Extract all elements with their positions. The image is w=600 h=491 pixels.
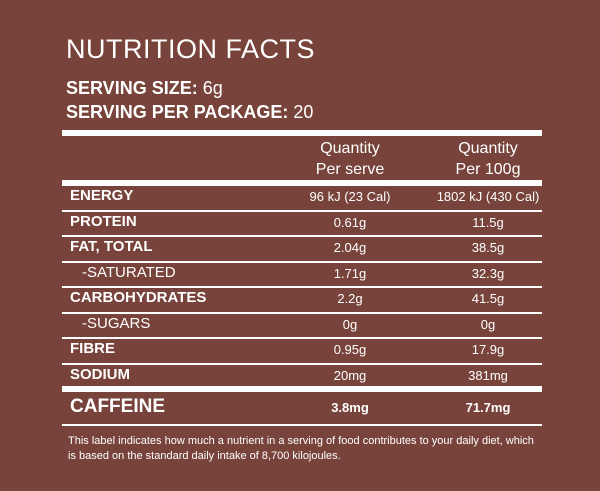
row-divider bbox=[62, 312, 542, 314]
header-divider bbox=[62, 180, 542, 186]
caffeine-per-100g: 71.7mg bbox=[428, 400, 548, 415]
row-per-serve-value: 0.95g bbox=[300, 342, 400, 357]
column-header-per-100g-line1: Quantity bbox=[428, 138, 548, 159]
column-header-per-100g-line2: Per 100g bbox=[428, 159, 548, 180]
row-per-100g-value: 41.5g bbox=[428, 291, 548, 306]
column-header-per-serve-line2: Per serve bbox=[300, 159, 400, 180]
row-per-serve-value: 2.2g bbox=[300, 291, 400, 306]
row-divider bbox=[62, 363, 542, 365]
row-per-serve-value: 1.71g bbox=[300, 266, 400, 281]
row-per-100g-value: 1802 kJ (430 Cal) bbox=[428, 189, 548, 204]
row-per-100g-value: 17.9g bbox=[428, 342, 548, 357]
row-per-100g-value: 38.5g bbox=[428, 240, 548, 255]
column-header-per-100g: Quantity Per 100g bbox=[428, 138, 548, 180]
row-label: SODIUM bbox=[70, 366, 130, 383]
row-divider bbox=[62, 337, 542, 339]
serving-per-package-label: SERVING PER PACKAGE: bbox=[66, 102, 288, 122]
footnote-divider bbox=[62, 424, 542, 426]
row-per-100g-value: 0g bbox=[428, 317, 548, 332]
row-per-100g-value: 11.5g bbox=[428, 215, 548, 230]
serving-size-label: SERVING SIZE: bbox=[66, 78, 198, 98]
serving-size: SERVING SIZE: 6g bbox=[66, 78, 223, 99]
row-per-100g-value: 381mg bbox=[428, 368, 548, 383]
page-title: NUTRITION FACTS bbox=[66, 34, 315, 65]
row-label: -SATURATED bbox=[70, 264, 176, 281]
caffeine-per-serve: 3.8mg bbox=[300, 400, 400, 415]
row-divider bbox=[62, 286, 542, 288]
column-header-per-serve: Quantity Per serve bbox=[300, 138, 400, 180]
row-label: CARBOHYDRATES bbox=[70, 289, 206, 306]
row-per-serve-value: 20mg bbox=[300, 368, 400, 383]
row-divider bbox=[62, 210, 542, 212]
top-divider bbox=[62, 130, 542, 136]
row-label: -SUGARS bbox=[70, 315, 150, 332]
row-label: FAT, TOTAL bbox=[70, 238, 153, 255]
serving-per-package-value: 20 bbox=[288, 102, 313, 122]
serving-size-value: 6g bbox=[198, 78, 223, 98]
caffeine-label: CAFFEINE bbox=[70, 396, 165, 418]
row-per-serve-value: 0.61g bbox=[300, 215, 400, 230]
row-per-100g-value: 32.3g bbox=[428, 266, 548, 281]
row-label: ENERGY bbox=[70, 187, 133, 204]
caffeine-divider bbox=[62, 386, 542, 392]
row-label: PROTEIN bbox=[70, 213, 137, 230]
serving-per-package: SERVING PER PACKAGE: 20 bbox=[66, 102, 313, 123]
row-divider bbox=[62, 235, 542, 237]
column-header-per-serve-line1: Quantity bbox=[300, 138, 400, 159]
row-label: FIBRE bbox=[70, 340, 115, 357]
row-divider bbox=[62, 261, 542, 263]
row-per-serve-value: 2.04g bbox=[300, 240, 400, 255]
footnote: This label indicates how much a nutrient… bbox=[68, 434, 538, 464]
row-per-serve-value: 96 kJ (23 Cal) bbox=[300, 189, 400, 204]
row-per-serve-value: 0g bbox=[300, 317, 400, 332]
